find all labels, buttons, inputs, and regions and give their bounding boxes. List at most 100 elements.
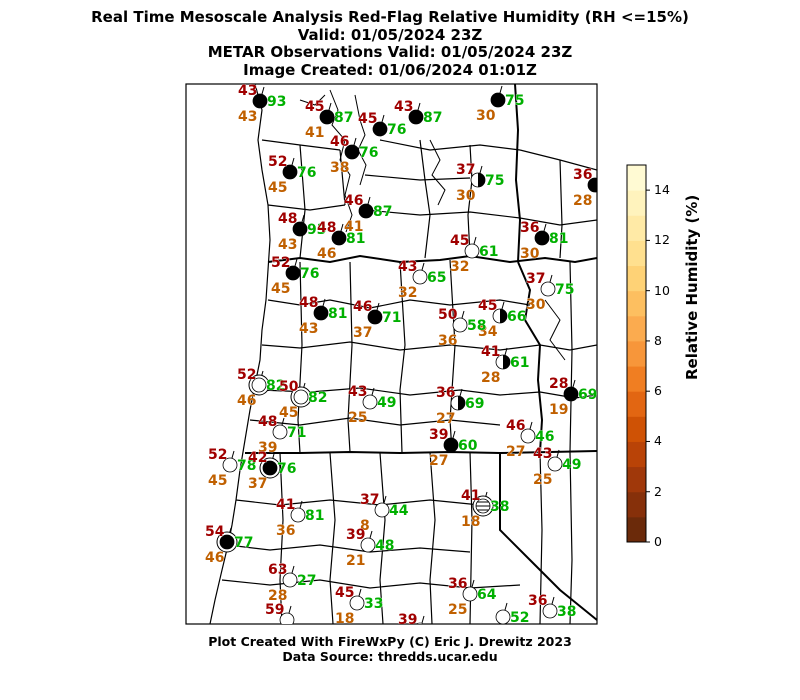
temperature-label: 43 xyxy=(394,99,413,115)
sky-cover-symbol xyxy=(219,534,235,550)
station-model: 46 41 87 xyxy=(344,193,393,236)
dewpoint-label: 34 xyxy=(478,324,498,340)
sky-cover-symbol xyxy=(251,377,267,393)
station-model: 36 38 xyxy=(528,593,577,621)
humidity-label: 38 xyxy=(557,604,576,620)
humidity-label: 71 xyxy=(382,310,401,326)
station-model: 48 39 71 xyxy=(258,414,307,457)
temperature-label: 52 xyxy=(208,447,227,463)
dewpoint-label: 30 xyxy=(526,297,546,313)
humidity-label: 75 xyxy=(485,173,504,189)
dewpoint-label: 46 xyxy=(317,246,336,262)
humidity-label: 58 xyxy=(467,318,486,334)
colorbar-tick-label: 10 xyxy=(654,282,670,298)
temperature-label: 37 xyxy=(526,271,545,287)
humidity-label: 76 xyxy=(300,266,319,282)
dewpoint-label: 37 xyxy=(248,476,267,492)
station-model: 52 45 78 xyxy=(208,447,257,490)
dewpoint-label: 8 xyxy=(360,518,370,534)
dewpoint-label: 28 xyxy=(481,370,500,386)
colorbar-block xyxy=(627,366,646,392)
temperature-label: 36 xyxy=(436,385,455,401)
temperature-label: 43 xyxy=(398,259,417,275)
station-model: 36 30 81 xyxy=(520,220,569,263)
footer-block: Plot Created With FireWxPy (C) Eric J. D… xyxy=(0,634,780,664)
station-model: 43 87 xyxy=(394,99,443,127)
temperature-label: 39 xyxy=(346,527,365,543)
colorbar-tick-label: 12 xyxy=(654,232,670,248)
sky-cover-symbol xyxy=(490,92,506,108)
dewpoint-label: 32 xyxy=(450,259,469,275)
sky-cover-symbol xyxy=(462,586,478,602)
sky-cover-symbol xyxy=(412,269,428,285)
dewpoint-label: 45 xyxy=(271,281,290,297)
humidity-label: 69 xyxy=(578,387,597,403)
sky-cover-symbol xyxy=(495,609,511,624)
sky-cover-symbol xyxy=(372,121,388,137)
colorbar-tick-label: 2 xyxy=(654,483,662,499)
sky-cover-symbol xyxy=(292,221,308,237)
colorbar-frame xyxy=(626,164,647,543)
humidity-label: 76 xyxy=(387,122,406,138)
humidity-label: 46 xyxy=(535,429,554,445)
humidity-label: 76 xyxy=(297,165,316,181)
sky-cover-symbol xyxy=(331,230,347,246)
sky-cover-symbol xyxy=(252,93,268,109)
humidity-label: 48 xyxy=(375,538,394,554)
humidity-label: 87 xyxy=(373,204,392,220)
station-model: 45 32 61 xyxy=(450,233,499,276)
station-model: 37 30 75 xyxy=(526,271,575,314)
dewpoint-label: 43 xyxy=(278,237,297,253)
dewpoint-label: 46 xyxy=(237,393,256,409)
colorbar-tick-label: 4 xyxy=(654,433,662,449)
colorbar-block xyxy=(627,516,646,543)
sky-cover-half xyxy=(458,396,465,410)
sky-cover-symbol xyxy=(443,437,459,453)
colorbar-block xyxy=(627,315,646,342)
station-model: 45 34 66 xyxy=(478,298,527,341)
temperature-label: 36 xyxy=(448,576,467,592)
colorbar-block xyxy=(627,340,646,367)
station-model: 63 28 27 xyxy=(268,562,317,605)
sky-cover-symbol xyxy=(282,572,298,588)
sky-cover-symbol xyxy=(272,424,288,440)
station-plots: 43 43 93 45 41 87 43 87 45 76 46 38 76 30 75 52 45 76 37 30… xyxy=(205,84,597,628)
sky-cover-symbol xyxy=(547,456,563,472)
dewpoint-label: 43 xyxy=(299,321,318,337)
temperature-label: 39 xyxy=(429,427,448,443)
sky-cover-half xyxy=(503,355,510,369)
humidity-label: 38 xyxy=(490,499,509,515)
colorbar-block xyxy=(627,165,646,191)
station-model: 46 27 46 xyxy=(506,418,555,461)
dewpoint-label: 30 xyxy=(456,188,476,204)
temperature-label: 43 xyxy=(533,446,552,462)
station-model: 37 30 75 xyxy=(456,162,505,205)
humidity-label: 49 xyxy=(562,457,581,473)
colorbar-blocks xyxy=(627,165,646,543)
sky-cover-symbol xyxy=(285,265,301,281)
title-block: Real Time Mesoscale Analysis Red-Flag Re… xyxy=(0,8,780,79)
station-model: 30 75 xyxy=(476,85,525,124)
temperature-label: 48 xyxy=(258,414,277,430)
humidity-label: 27 xyxy=(297,573,316,589)
temperature-label: 37 xyxy=(456,162,475,178)
temperature-label: 39 xyxy=(398,612,417,628)
humidity-label: 76 xyxy=(277,461,296,477)
dewpoint-label: 27 xyxy=(436,411,455,427)
sky-cover-symbol xyxy=(349,595,365,611)
station-model: 28 19 69 xyxy=(549,376,597,419)
station-model: 46 37 71 xyxy=(353,299,402,342)
humidity-label: 82 xyxy=(266,378,285,394)
colorbar-block xyxy=(627,290,646,317)
humidity-label: 77 xyxy=(234,535,253,551)
colorbar-block xyxy=(627,416,646,442)
colorbar-tick-marks xyxy=(646,189,650,543)
colorbar-block xyxy=(627,215,646,241)
temperature-label: 63 xyxy=(268,562,287,578)
station-model: 39 21 48 xyxy=(346,527,395,570)
temperature-label: 28 xyxy=(549,376,568,392)
temperature-label: 50 xyxy=(279,379,299,395)
sky-cover-symbol xyxy=(464,243,480,259)
dewpoint-label: 27 xyxy=(429,453,448,469)
